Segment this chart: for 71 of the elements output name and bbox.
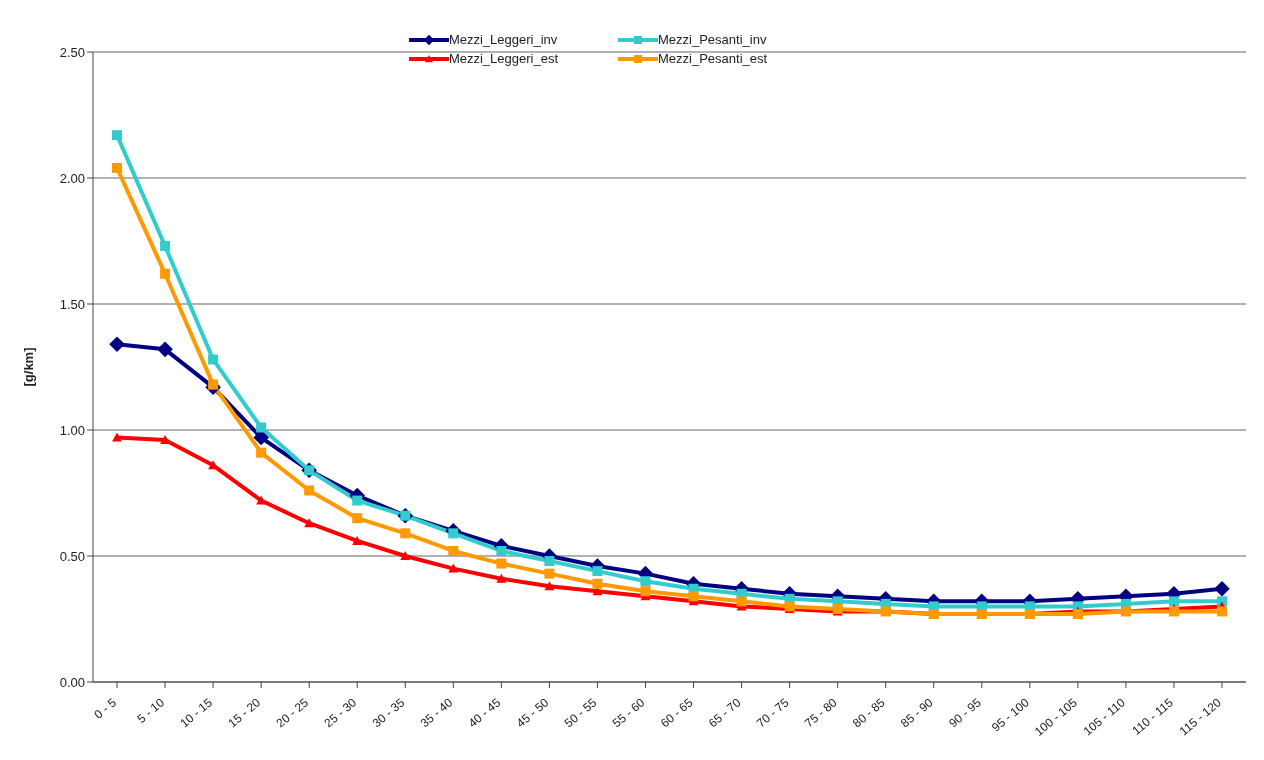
point <box>352 513 363 524</box>
point <box>157 341 173 358</box>
point <box>112 162 123 173</box>
point <box>544 581 555 591</box>
point <box>256 422 267 433</box>
point <box>109 336 125 353</box>
point <box>400 551 411 560</box>
y-axis-title: [g/km] <box>20 347 36 387</box>
x-tick-label: 60 - 65 <box>657 695 696 731</box>
point <box>1168 606 1179 617</box>
point <box>352 495 363 506</box>
x-tick-label: 115 - 120 <box>1176 695 1225 739</box>
point <box>160 268 171 279</box>
point <box>256 447 267 458</box>
point <box>496 573 507 583</box>
point <box>448 563 459 573</box>
x-tick-label: 55 - 60 <box>609 695 648 731</box>
y-tick-label: 2.50 <box>59 44 85 60</box>
x-tick-label: 70 - 75 <box>753 695 792 731</box>
x-tick-label: 95 - 100 <box>989 695 1032 735</box>
x-tick-label: 0 - 5 <box>91 695 120 722</box>
point <box>496 545 507 556</box>
x-tick-label: 5 - 10 <box>134 695 168 727</box>
x-tick-label: 90 - 95 <box>946 695 984 731</box>
y-tick-label: 0.00 <box>59 674 85 690</box>
x-tick-label: 50 - 55 <box>561 695 600 731</box>
point <box>688 591 699 602</box>
x-tick-label: 100 - 105 <box>1031 695 1081 739</box>
x-tick-label: 105 - 110 <box>1080 695 1129 739</box>
x-tick-label: 110 - 115 <box>1129 695 1177 738</box>
point <box>592 578 603 589</box>
point <box>208 354 219 365</box>
point <box>112 432 123 442</box>
point <box>640 576 651 587</box>
legend-label: Mezzi_Leggeri_inv <box>448 32 558 47</box>
point <box>160 241 171 252</box>
point <box>256 495 267 505</box>
legend-label: Mezzi_Leggeri_est <box>448 51 558 66</box>
point <box>448 545 459 556</box>
x-tick-label: 20 - 25 <box>273 695 312 731</box>
x-tick-label: 40 - 45 <box>465 695 504 731</box>
point <box>640 586 651 597</box>
legend-label: Mezzi_Pesanti_inv <box>658 32 767 47</box>
x-tick-label: 30 - 35 <box>369 695 408 731</box>
point <box>400 528 411 539</box>
x-tick-label: 45 - 50 <box>513 695 552 731</box>
point <box>352 535 363 545</box>
point <box>112 130 123 141</box>
point <box>544 556 555 567</box>
x-tick-label: 65 - 70 <box>705 695 744 731</box>
point <box>1168 596 1179 607</box>
legend-label: Mezzi_Pesanti_est <box>658 51 768 66</box>
y-tick-label: 0.50 <box>59 548 85 564</box>
x-tick-label: 15 - 20 <box>225 695 264 731</box>
x-tick-label: 85 - 90 <box>898 695 936 731</box>
point <box>544 568 555 579</box>
x-tick-label: 75 - 80 <box>801 695 840 731</box>
point <box>736 596 747 607</box>
point <box>592 566 603 577</box>
point <box>1216 606 1227 617</box>
point <box>1214 580 1230 597</box>
x-tick-label: 25 - 30 <box>321 695 360 731</box>
x-tick-label: 10 - 15 <box>177 695 216 731</box>
x-tick-label: 80 - 85 <box>850 695 888 731</box>
y-tick-label: 1.00 <box>59 422 85 438</box>
point <box>304 518 315 528</box>
point <box>496 558 507 569</box>
point <box>304 485 315 496</box>
x-tick-label: 35 - 40 <box>417 695 456 731</box>
y-tick-label: 2.00 <box>59 170 85 186</box>
y-tick-label: 1.50 <box>59 296 85 312</box>
